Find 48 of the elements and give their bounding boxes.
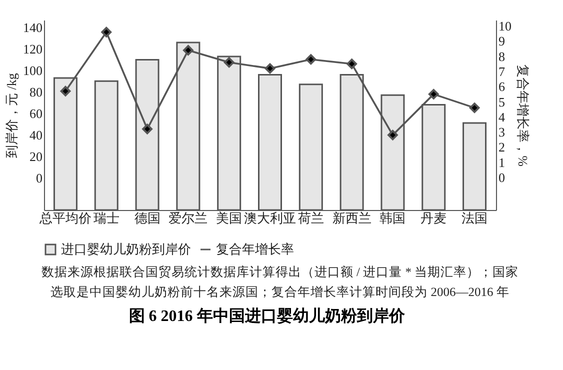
y-tick-label: 0	[36, 170, 42, 186]
x-tick-label: 韩国	[380, 210, 406, 226]
y2-tick-label: 5	[498, 94, 505, 110]
y-tick-label: 40	[30, 127, 42, 142]
x-tick-label: 美国	[216, 210, 242, 226]
y-tick-label: 100	[23, 62, 42, 78]
point	[224, 57, 234, 68]
point	[469, 102, 480, 113]
point	[346, 58, 357, 70]
y2-tick-label: 10	[498, 18, 512, 34]
text: 图 6 2016 年中国进口婴幼儿奶粉到岸价	[128, 307, 406, 325]
y2-tick-label: 6	[498, 79, 506, 94]
y2-tick-label: 3	[498, 124, 505, 140]
y2-tick-label: 8	[498, 48, 505, 64]
x-tick-label: 澳大利亚	[244, 210, 296, 226]
legend-label: 复合年增长率	[216, 242, 294, 256]
text: 选取是中国婴幼儿奶粉前十名来源国；复合年增长率计算时间段为 2006—2016 年	[50, 284, 510, 299]
y-tick-label: 80	[30, 84, 42, 100]
point	[306, 54, 316, 65]
y2-axis-title: 复合年增长率，%	[516, 64, 530, 167]
x-tick-label: 荷兰	[298, 210, 324, 226]
y-axis-title: 到岸价，元 /kg	[4, 72, 19, 158]
point	[101, 26, 112, 38]
point	[60, 86, 71, 96]
x-tick-label: 总平均价	[38, 210, 92, 226]
point	[142, 124, 152, 134]
x-tick-label: 瑞士	[93, 210, 120, 226]
y-tick-label: 60	[30, 106, 42, 121]
y-tick-label: 20	[30, 148, 42, 164]
y2-tick-label: 2	[498, 140, 505, 155]
x-tick-label: 新西兰	[332, 210, 372, 226]
y2-tick-label: 1	[498, 154, 505, 170]
point	[183, 45, 194, 56]
x-tick-label: 德国	[134, 210, 160, 226]
point	[264, 63, 276, 74]
y-tick-label: 140	[23, 20, 42, 36]
legend-label: 进口婴幼儿奶粉到岸价	[61, 242, 191, 256]
y2-tick-label: 0	[498, 170, 505, 185]
y2-tick-label: 4	[498, 109, 506, 124]
x-tick-label: 法国	[462, 210, 488, 226]
point	[388, 130, 398, 140]
x-tick-label: 爱尔兰	[168, 210, 208, 226]
text: 数据来源根据联合国贸易统计数据库计算得出（进口额 / 进口量 * 当期汇率）；国家	[41, 264, 519, 279]
y2-tick-label: 7	[498, 64, 506, 79]
y2-tick-label: 9	[498, 34, 505, 49]
point	[428, 89, 439, 100]
y-tick-label: 120	[23, 41, 42, 56]
x-tick-label: 丹麦	[420, 210, 447, 226]
